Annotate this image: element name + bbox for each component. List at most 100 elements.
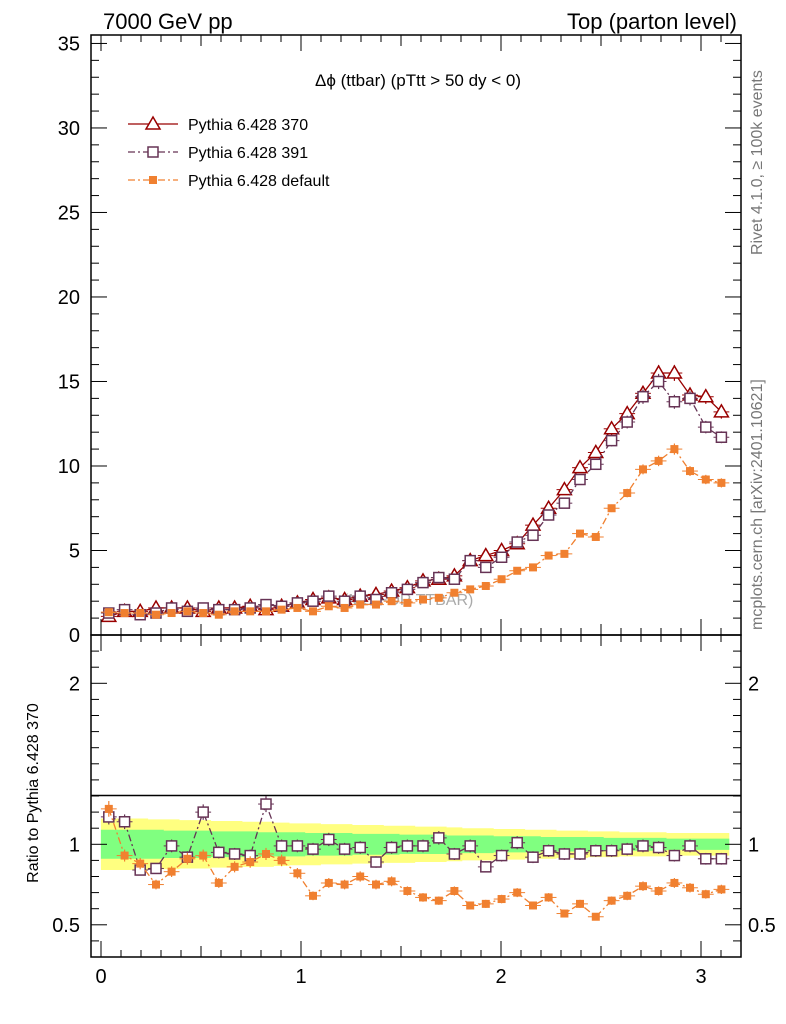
main-point	[576, 529, 584, 538]
x-tick-label: 1	[295, 966, 306, 988]
ratio-point	[338, 843, 351, 855]
ratio-point	[324, 878, 333, 887]
ratio-point	[701, 890, 710, 899]
main-y-tick-label: 30	[58, 118, 80, 140]
main-point	[262, 607, 270, 616]
ratio-y-tick-label-right: 2	[748, 673, 759, 695]
process-label: Top (parton level)	[567, 9, 737, 34]
ratio-point	[277, 856, 286, 865]
ratio-point	[136, 859, 145, 868]
main-point	[403, 598, 412, 607]
ratio-point	[385, 841, 398, 854]
legend-label: Pythia 6.428 391	[188, 145, 308, 162]
main-y-tick-label: 35	[58, 33, 80, 55]
main-point	[713, 403, 730, 418]
rivet-label: Rivet 4.1.0, ≥ 100k events	[749, 70, 766, 255]
ratio-point	[668, 849, 681, 862]
main-point	[605, 434, 618, 447]
ratio-axes: 0.5 0.5 1 1 2 2 0 1 2 3	[52, 635, 776, 988]
ratio-point	[104, 804, 113, 813]
ratio-series-square-open	[100, 796, 730, 876]
ratio-point	[150, 862, 162, 875]
ratio-point	[293, 869, 302, 878]
main-point	[513, 566, 522, 575]
ratio-point	[433, 832, 445, 844]
plot-title: Δϕ (ttbar) (pTtt > 50 dy < 0)	[315, 71, 521, 90]
main-y-tick-label: 0	[69, 625, 80, 647]
main-y-tick-label: 15	[58, 371, 80, 393]
ratio-point	[480, 861, 492, 873]
ratio-point	[497, 895, 506, 904]
ratio-point	[262, 849, 270, 858]
ratio-point	[700, 853, 712, 865]
ratio-point	[529, 901, 537, 910]
ratio-bands	[100, 818, 730, 871]
main-point	[324, 602, 333, 611]
ratio-point	[340, 880, 349, 889]
ratio-point	[558, 848, 571, 860]
main-point	[340, 603, 349, 612]
main-point	[542, 509, 555, 521]
main-series-square-filled	[100, 443, 730, 619]
main-point	[477, 547, 495, 562]
main-point	[701, 475, 710, 484]
ratio-ylabel: Ratio to Pythia 6.428 370	[25, 703, 42, 883]
main-point	[527, 529, 539, 542]
ratio-line-square-filled	[108, 808, 722, 918]
ratio-point	[213, 846, 225, 859]
ratio-point	[183, 854, 192, 863]
ratio-point	[717, 885, 726, 894]
ratio-point	[607, 896, 616, 905]
main-point	[246, 607, 255, 616]
main-point	[666, 364, 683, 379]
ratio-point	[621, 843, 633, 855]
ratio-y-tick-label-right: 0.5	[748, 915, 776, 937]
ratio-y-tick-label-right: 1	[748, 834, 759, 856]
ratio-band-inner	[100, 829, 730, 859]
main-point	[385, 586, 398, 599]
main-point	[372, 600, 380, 609]
main-point	[715, 431, 728, 444]
ratio-point	[434, 896, 443, 905]
main-point	[183, 607, 192, 616]
ratio-point	[513, 888, 522, 897]
main-line-square-filled	[108, 448, 722, 616]
main-point	[448, 573, 461, 585]
ratio-point	[419, 893, 427, 902]
main-point	[354, 590, 366, 602]
ratio-point	[574, 848, 586, 860]
ratio-y-tick-label: 0.5	[52, 915, 80, 937]
main-point	[387, 597, 396, 606]
ratio-y-tick-label: 2	[69, 673, 80, 695]
legend-marker	[149, 176, 157, 184]
main-point	[419, 595, 427, 604]
main-y-tick-label: 10	[58, 456, 80, 478]
ratio-point	[544, 893, 553, 902]
main-point	[433, 571, 445, 584]
ratio-point	[403, 886, 412, 895]
main-point	[654, 456, 663, 465]
x-tick-label: 3	[695, 966, 706, 988]
ratio-y-tick-label: 1	[69, 834, 80, 856]
main-point	[495, 551, 508, 564]
main-point	[480, 561, 492, 574]
main-point	[556, 481, 573, 496]
ratio-point	[417, 840, 429, 852]
main-point	[607, 504, 616, 513]
main-point	[277, 605, 286, 614]
ratio-point	[309, 891, 317, 900]
main-point	[686, 467, 694, 476]
legend-marker	[147, 146, 159, 158]
main-point	[637, 390, 649, 403]
main-point	[167, 609, 176, 618]
main-point	[697, 388, 715, 403]
ratio-point	[307, 843, 319, 855]
ratio-point	[511, 836, 523, 849]
ratio-point	[401, 840, 414, 852]
main-point	[621, 416, 633, 428]
ratio-point	[542, 844, 555, 857]
main-point	[529, 563, 537, 572]
main-point	[120, 609, 129, 618]
ratio-point	[167, 867, 176, 876]
ratio-point	[260, 798, 272, 810]
